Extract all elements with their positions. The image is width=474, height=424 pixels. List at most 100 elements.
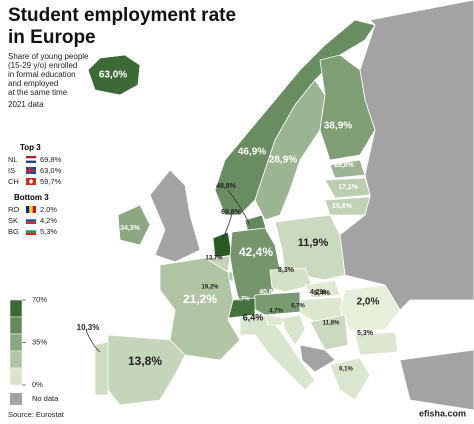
country-label: 48,8% <box>216 183 237 190</box>
country-label: 63,0% <box>99 70 127 81</box>
country <box>339 284 401 331</box>
country <box>324 177 371 199</box>
country <box>309 314 349 351</box>
country <box>319 54 376 161</box>
country-label: 40,8% <box>259 289 280 296</box>
country-label: 11,9% <box>298 237 329 249</box>
subtitle: (15-29 y/o) enrolled <box>8 61 77 70</box>
value: 63,0% <box>40 166 62 175</box>
value: 5,3% <box>40 227 57 236</box>
country <box>94 341 109 396</box>
legend-swatch <box>9 333 23 352</box>
code: NL <box>8 155 18 164</box>
arrow <box>227 189 251 226</box>
subtitle: in formal education <box>8 70 76 79</box>
year-note: 2021 data <box>8 100 44 109</box>
flag <box>26 160 36 163</box>
country <box>329 357 371 401</box>
no-data-swatch <box>10 393 22 405</box>
flag <box>29 206 33 213</box>
country-label: 69,8% <box>221 209 242 216</box>
country-label: 6,7% <box>291 304 305 310</box>
no-data-region <box>299 344 336 373</box>
flag <box>29 180 33 183</box>
country-label: 46,9% <box>238 147 266 158</box>
country-label: 19,2% <box>201 285 219 291</box>
flag <box>26 232 36 235</box>
legend-label: 0% <box>32 380 43 389</box>
arrow <box>221 213 233 241</box>
country <box>324 196 371 216</box>
code: SK <box>8 216 18 225</box>
country <box>354 331 399 356</box>
flag <box>26 221 36 224</box>
country <box>159 257 241 361</box>
country-label: 2,0% <box>357 297 380 308</box>
country-label: 4,2% <box>310 289 327 296</box>
country-label: 6,1% <box>339 367 353 373</box>
country <box>264 314 286 326</box>
country <box>269 267 313 293</box>
subtitle: at the same time <box>8 88 68 97</box>
subtitle: and employed <box>8 79 58 88</box>
flag <box>32 206 36 213</box>
country-label: 34,3% <box>120 225 141 232</box>
value: 4,2% <box>40 216 57 225</box>
country <box>274 214 346 281</box>
country-label: 5,4% <box>314 290 331 297</box>
brand: efisha.com <box>419 408 466 418</box>
country-label: 13,8% <box>128 354 162 368</box>
legend-swatch <box>9 299 23 318</box>
flag <box>29 167 31 174</box>
country <box>107 334 186 406</box>
country-label: 28,9% <box>269 155 297 166</box>
country-label: 17,1% <box>338 184 359 191</box>
value: 59,7% <box>40 177 62 186</box>
country-label: 13,7% <box>205 256 223 262</box>
country <box>329 159 366 179</box>
legend-label: 70% <box>32 295 47 304</box>
title: Student employment rate <box>8 5 236 26</box>
country-label: 21,2% <box>183 292 217 306</box>
legend-label: 35% <box>32 337 47 346</box>
country-label: 42,4% <box>239 245 273 259</box>
country <box>87 54 141 96</box>
country-label: 8,3% <box>278 267 295 274</box>
bottom-heading: Bottom 3 <box>14 193 49 202</box>
value: 69,8% <box>40 155 62 164</box>
value: 2,0% <box>40 205 57 214</box>
country-label: 6,4% <box>243 312 264 322</box>
country-label: 4,7% <box>269 309 283 315</box>
country <box>281 314 306 346</box>
flag <box>26 230 36 233</box>
title: in Europe <box>8 27 96 48</box>
country-label: 59,7% <box>232 297 250 303</box>
code: IS <box>8 166 15 175</box>
code: RO <box>8 205 19 214</box>
flag <box>26 206 30 213</box>
country <box>304 279 341 299</box>
subtitle: Share of young people <box>8 52 89 61</box>
source: Source: Eurostat <box>8 410 65 419</box>
arrow <box>85 329 101 353</box>
country-label: 38,9% <box>324 121 352 132</box>
country <box>117 204 151 246</box>
country <box>212 231 233 259</box>
top-heading: Top 3 <box>20 143 41 152</box>
legend-swatch <box>9 350 23 369</box>
code: BG <box>8 227 19 236</box>
country-label: 28,8% <box>334 162 355 169</box>
legend-swatch <box>9 316 23 335</box>
country-label: 10,3% <box>77 323 100 332</box>
country-label: 5,3% <box>357 330 374 337</box>
country-label: 15,6% <box>332 203 353 210</box>
flag <box>26 219 36 222</box>
flag <box>26 158 36 161</box>
legend-swatch <box>9 367 23 386</box>
no-data-region <box>149 169 201 263</box>
country-label: 11,8% <box>323 321 340 327</box>
legend-label: No data <box>32 394 59 403</box>
code: CH <box>8 177 19 186</box>
no-data-region <box>399 349 474 411</box>
